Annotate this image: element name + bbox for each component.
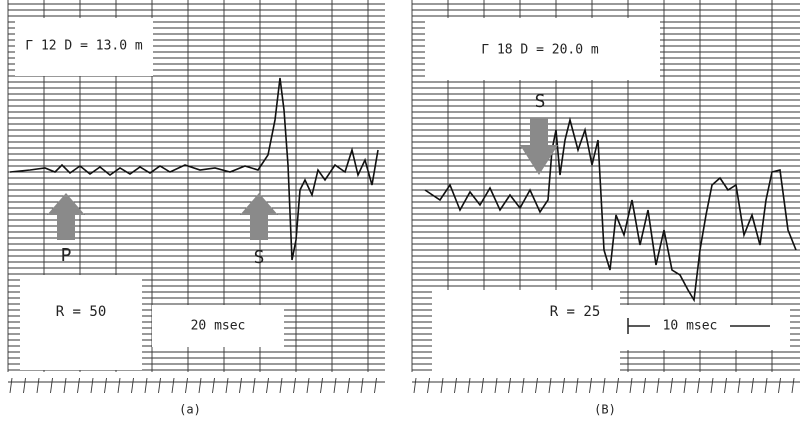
time-tick [280, 378, 282, 393]
time-tick [199, 378, 201, 393]
header: Γ 18 D = 20.0 m [481, 43, 599, 58]
time-tick [267, 378, 269, 393]
time-tick [24, 378, 26, 393]
time-tick [711, 378, 713, 393]
r-box [432, 290, 620, 375]
time-tick [428, 378, 430, 393]
arrow-up [47, 193, 85, 240]
time-tick [414, 378, 416, 393]
r-label: R = 25 [550, 304, 601, 320]
time-tick [576, 378, 578, 393]
time-tick [334, 378, 336, 393]
time-tick [159, 378, 161, 393]
time-tick [563, 378, 565, 393]
time-tick [644, 378, 646, 393]
scale-label: 10 msec [663, 319, 718, 334]
time-tick [617, 378, 619, 393]
time-tick [738, 378, 740, 393]
arrow-label: P [61, 245, 72, 266]
time-tick [105, 378, 107, 393]
time-tick [752, 378, 754, 393]
time-tick [792, 378, 794, 393]
time-tick [294, 378, 296, 393]
time-tick [455, 378, 457, 393]
time-tick [226, 378, 228, 393]
figure: Γ 12 D = 13.0 m R = 50 20 msec P S (a) Γ… [0, 0, 803, 425]
time-tick [509, 378, 511, 393]
time-tick [549, 378, 551, 393]
time-tick [132, 378, 134, 393]
time-tick [522, 378, 524, 393]
time-tick [590, 378, 592, 393]
time-tick [118, 378, 120, 393]
time-tick [630, 378, 632, 393]
time-tick [64, 378, 66, 393]
time-tick [51, 378, 53, 393]
time-tick [375, 378, 377, 393]
waveform [425, 120, 796, 300]
time-tick [603, 378, 605, 393]
time-tick [91, 378, 93, 393]
time-tick [10, 378, 12, 393]
time-tick [765, 378, 767, 393]
time-tick [186, 378, 188, 393]
caption: (a) [179, 403, 201, 417]
time-tick [145, 378, 147, 393]
time-tick [536, 378, 538, 393]
r-label: R = 50 [56, 304, 107, 320]
time-tick [495, 378, 497, 393]
time-tick [441, 378, 443, 393]
caption: (B) [594, 403, 616, 417]
arrow-label: S [254, 247, 265, 268]
time-tick [361, 378, 363, 393]
time-tick [348, 378, 350, 393]
time-tick [172, 378, 174, 393]
time-tick [307, 378, 309, 393]
page: Γ 12 D = 13.0 m R = 50 20 msec P S (a) Γ… [0, 0, 803, 425]
time-tick [321, 378, 323, 393]
time-tick [779, 378, 781, 393]
time-tick [698, 378, 700, 393]
time-tick [213, 378, 215, 393]
time-tick [657, 378, 659, 393]
r-box [20, 275, 142, 370]
time-tick [482, 378, 484, 393]
arrow-up [240, 193, 278, 240]
time-tick [78, 378, 80, 393]
time-tick [468, 378, 470, 393]
time-tick [240, 378, 242, 393]
arrow-label: S [535, 91, 546, 112]
time-tick [671, 378, 673, 393]
time-tick [37, 378, 39, 393]
header: Γ 12 D = 13.0 m [25, 39, 143, 54]
time-tick [725, 378, 727, 393]
time-tick [684, 378, 686, 393]
scale-label: 20 msec [191, 319, 246, 334]
time-tick [253, 378, 255, 393]
